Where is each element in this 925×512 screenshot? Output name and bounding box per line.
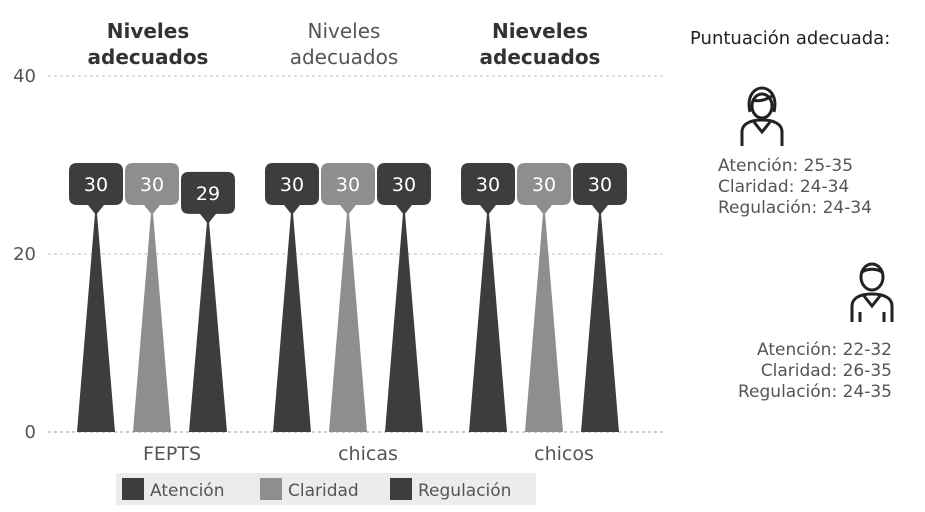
girls-range-line: Claridad: 24-34 — [718, 177, 850, 197]
legend-swatch — [122, 478, 144, 500]
x-category-label: FEPTS — [143, 443, 201, 465]
female-person-icon — [722, 86, 802, 152]
group-title: Nieveles — [492, 19, 588, 43]
value-marker — [321, 163, 375, 215]
group-title: Niveles — [308, 19, 381, 43]
data-label: 30 — [588, 174, 612, 196]
group-title: adecuados — [290, 45, 399, 69]
group-title: adecuados — [480, 45, 601, 69]
spike-bar — [77, 201, 115, 432]
boys-range-line: Regulación: 24-35 — [738, 382, 892, 402]
value-marker — [125, 163, 179, 215]
spike-bar — [133, 201, 171, 432]
legend-swatch — [260, 478, 282, 500]
legend-label: Regulación — [418, 481, 511, 501]
spike-bar — [329, 201, 367, 432]
spike-bar — [469, 201, 507, 432]
value-marker — [461, 163, 515, 215]
legend-label: Atención — [150, 481, 224, 501]
girls-range-line: Atención: 25-35 — [718, 156, 854, 176]
girls-ranges: Atención: 25-35 Claridad: 24-34 Regulaci… — [718, 156, 872, 219]
data-label: 30 — [84, 174, 108, 196]
legend — [116, 473, 536, 505]
legend-label: Claridad — [288, 481, 359, 501]
data-label: 30 — [532, 174, 556, 196]
data-label: 29 — [196, 183, 220, 205]
boys-range-line: Atención: 22-32 — [756, 340, 892, 360]
data-label: 30 — [392, 174, 416, 196]
data-label: 30 — [336, 174, 360, 196]
boys-ranges: Atención: 22-32 Claridad: 26-35 Regulaci… — [714, 340, 892, 403]
value-marker — [265, 163, 319, 215]
data-label: 30 — [476, 174, 500, 196]
x-category-label: chicas — [338, 443, 398, 465]
x-category-label: chicos — [534, 443, 594, 465]
spike-bar — [273, 201, 311, 432]
value-marker — [181, 171, 235, 224]
spike-bar — [525, 201, 563, 432]
legend-swatch — [390, 478, 412, 500]
adequate-score-panel: Puntuación adecuada: — [690, 28, 920, 49]
y-tick-label: 0 — [25, 422, 36, 443]
spike-bar — [385, 201, 423, 432]
group-title: adecuados — [88, 45, 209, 69]
boys-range-line: Claridad: 26-35 — [760, 361, 892, 381]
spike-bar — [189, 209, 227, 432]
y-tick-label: 20 — [13, 244, 36, 265]
girls-range-line: Regulación: 24-34 — [718, 198, 872, 218]
male-person-icon — [832, 260, 912, 328]
group-title: Niveles — [107, 19, 190, 43]
value-marker — [69, 163, 123, 215]
panel-title: Puntuación adecuada: — [690, 28, 891, 49]
data-label: 30 — [140, 174, 164, 196]
data-label: 30 — [280, 174, 304, 196]
spike-bar — [581, 201, 619, 432]
value-marker — [517, 163, 571, 215]
value-marker — [573, 163, 627, 215]
value-marker — [377, 163, 431, 215]
y-tick-label: 40 — [13, 66, 36, 87]
